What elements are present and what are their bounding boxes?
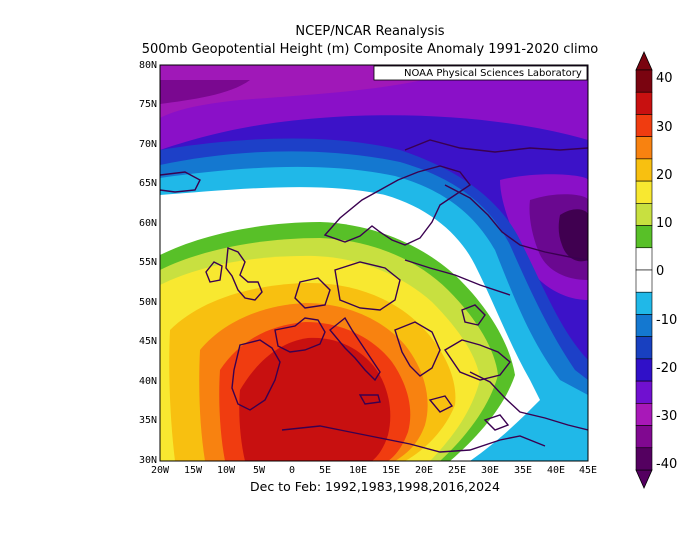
shaded-field — [160, 65, 588, 461]
lon-label: 40E — [547, 465, 565, 476]
lon-label: 20W — [151, 465, 170, 476]
colorbar-cell — [635, 136, 653, 160]
colorbar-cell — [635, 447, 653, 471]
colorbar-label: -40 — [656, 457, 677, 472]
colorbar-label: 30 — [656, 120, 673, 135]
colorbar-label: 10 — [656, 216, 673, 231]
lat-label: 65N — [139, 178, 157, 189]
lon-label: 15E — [382, 465, 400, 476]
colorbar-cell — [635, 180, 653, 204]
colorbar-cell — [635, 336, 653, 360]
lon-label: 10W — [217, 465, 236, 476]
colorbar-cell — [635, 403, 653, 426]
colorbar-bottom-arrow — [635, 469, 653, 489]
lat-label: 55N — [139, 257, 157, 268]
lon-label: 5E — [319, 465, 331, 476]
colorbar-cell — [635, 291, 653, 315]
lon-label: 25E — [448, 465, 466, 476]
lat-label: 75N — [139, 99, 157, 110]
coastlines — [160, 139, 588, 453]
colorbar-cell — [635, 358, 653, 382]
colorbar-cell — [635, 380, 653, 404]
colorbar-label: -30 — [656, 409, 677, 424]
lat-label: 60N — [139, 218, 157, 229]
lat-label: 50N — [139, 297, 157, 308]
colorbar-cell — [635, 247, 653, 271]
colorbar-cell — [635, 314, 653, 337]
lon-label: 10E — [349, 465, 367, 476]
lon-label: 30E — [481, 465, 499, 476]
colorbar-cell — [635, 425, 653, 449]
colorbar-label: -20 — [656, 361, 677, 376]
colorbar-label: 20 — [656, 168, 673, 183]
credit-label: NOAA Physical Sciences Laboratory — [404, 68, 582, 79]
date-footer: Dec to Feb: 1992,1983,1998,2016,2024 — [250, 479, 500, 494]
credit-box — [373, 65, 588, 81]
colorbar-label: -10 — [656, 313, 677, 328]
colorbar-cell — [635, 91, 653, 115]
lon-labels: 20W 15W 10W 5W 0 5E 10E 15E 20E 25E 30E … — [151, 465, 597, 476]
lat-label: 80N — [139, 60, 157, 71]
colorbar-cell — [635, 69, 653, 93]
chart-subtitle: 500mb Geopotential Height (m) Composite … — [141, 42, 599, 57]
colorbar-label: 0 — [656, 264, 664, 279]
lon-label: 15W — [184, 465, 203, 476]
lon-label: 20E — [415, 465, 433, 476]
chart-title: NCEP/NCAR Reanalysis — [295, 24, 445, 39]
colorbar-top-arrow — [635, 51, 653, 71]
lat-labels: 80N 75N 70N 65N 60N 55N 50N 45N 40N 35N … — [139, 60, 157, 466]
lon-label: 45E — [579, 465, 597, 476]
colorbar-cell — [635, 114, 653, 137]
colorbar-cell — [635, 225, 653, 249]
colorbar-cell — [635, 203, 653, 226]
lat-label: 45N — [139, 336, 157, 347]
lat-label: 30N — [139, 455, 157, 466]
lon-label: 35E — [514, 465, 532, 476]
colorbar-cell — [635, 269, 653, 293]
lat-label: 40N — [139, 376, 157, 387]
colorbar: 40 30 20 10 0 -10 -20 -30 -40 — [635, 51, 677, 489]
colorbar-label: 40 — [656, 71, 673, 86]
colorbar-cell — [635, 158, 653, 182]
lon-label: 0 — [289, 465, 295, 476]
lat-label: 35N — [139, 415, 157, 426]
lon-label: 5W — [253, 465, 266, 476]
lat-label: 70N — [139, 139, 157, 150]
